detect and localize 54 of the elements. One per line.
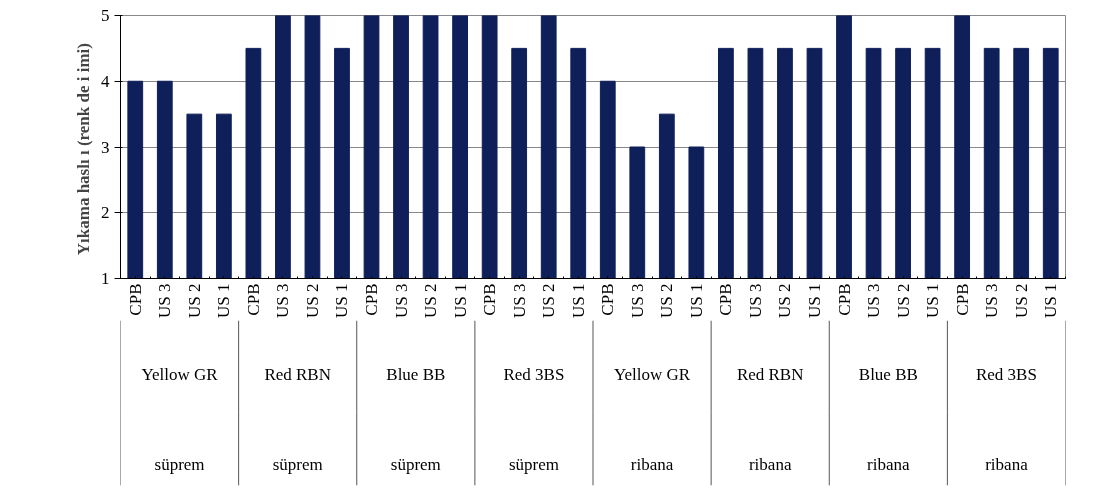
x-tick-label: US 1 — [214, 283, 234, 318]
x-tick-label: US 1 — [332, 283, 352, 318]
x-tick-label: US 1 — [686, 283, 706, 318]
text: süprem — [508, 455, 559, 475]
x-tick-label: US 3 — [391, 283, 411, 318]
x-tick-label: US 3 — [273, 283, 293, 318]
x-tick-label: US 2 — [893, 283, 913, 318]
x-tick-label: CPB — [952, 283, 972, 316]
text: ribana — [867, 455, 910, 475]
x-tick-label: US 1 — [1041, 283, 1061, 318]
y-axis-title: Yıkama haslı ı (renk de i imi) — [74, 43, 93, 256]
x-tick-label: US 2 — [539, 283, 559, 318]
x-tick-label: CPB — [362, 283, 382, 316]
y-tick-label: 3 — [101, 137, 110, 157]
x-tick-label: US 2 — [1011, 283, 1031, 318]
x-tick-label: US 2 — [184, 283, 204, 318]
text: Blue BB — [858, 364, 918, 384]
x-tick-label: CPB — [243, 283, 263, 316]
y-tick-label: 5 — [101, 6, 110, 25]
x-tick-label: US 3 — [864, 283, 884, 318]
x-tick-label: CPB — [598, 283, 618, 316]
text: Red RBN — [736, 364, 804, 384]
y-tick-label: 1 — [101, 269, 110, 288]
x-tick-label: US 2 — [657, 283, 677, 318]
x-tick-label: US 2 — [421, 283, 441, 318]
text: süprem — [154, 455, 205, 475]
text: süprem — [390, 455, 441, 475]
x-tick-label: US 1 — [804, 283, 824, 318]
x-tick-label: US 3 — [155, 283, 175, 318]
x-tick-label: US 3 — [627, 283, 647, 318]
text: ribana — [630, 455, 674, 475]
x-tick-label: CPB — [480, 283, 500, 316]
x-tick-label: US 1 — [568, 283, 588, 318]
text: Red 3BS — [503, 364, 565, 384]
text: ribana — [985, 455, 1029, 475]
text: Yellow GR — [141, 364, 219, 384]
x-tick-label: CPB — [125, 283, 145, 316]
text: Yellow GR — [613, 364, 691, 384]
x-tick-label: US 1 — [923, 283, 943, 318]
text: süprem — [272, 455, 323, 475]
y-tick-label: 4 — [101, 71, 110, 91]
text: ribana — [748, 455, 792, 475]
x-tick-label: US 3 — [509, 283, 529, 318]
text: Red RBN — [264, 364, 331, 384]
x-tick-label: US 2 — [302, 283, 322, 318]
x-tick-label: CPB — [716, 283, 736, 316]
y-tick-label: 2 — [101, 203, 110, 223]
x-tick-label: US 2 — [775, 283, 795, 318]
x-tick-label: US 1 — [450, 283, 470, 318]
x-tick-label: US 3 — [982, 283, 1002, 318]
x-tick-label: CPB — [834, 283, 854, 316]
x-tick-label: US 3 — [745, 283, 765, 318]
text: Red 3BS — [975, 364, 1037, 384]
text: Blue BB — [386, 364, 446, 384]
